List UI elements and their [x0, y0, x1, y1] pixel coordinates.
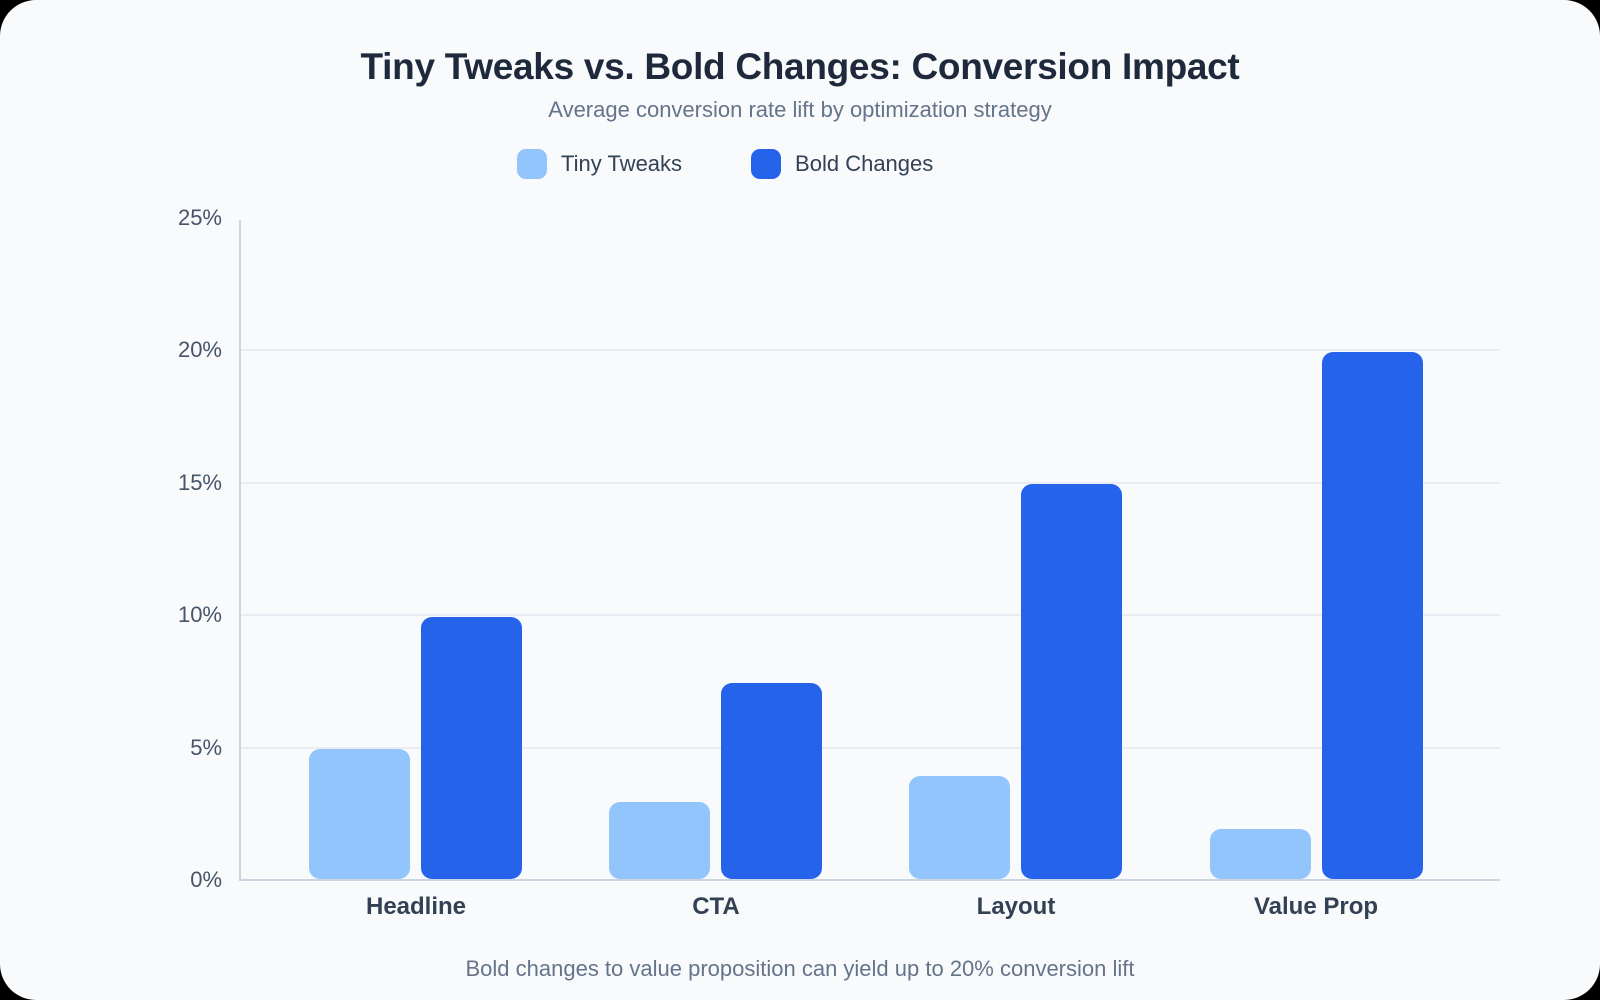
legend: Tiny Tweaks Bold Changes — [517, 149, 933, 179]
bar-tiny-tweaks-layout — [909, 776, 1010, 879]
chart-subtitle: Average conversion rate lift by optimiza… — [548, 97, 1052, 122]
y-tick-label-25pct: 25% — [177, 205, 222, 230]
legend-item-bold-changes: Bold Changes — [751, 149, 933, 179]
bar-bold-changes-value-prop — [1322, 352, 1423, 879]
chart-footnote: Bold changes to value proposition can yi… — [465, 956, 1135, 981]
y-axis-line — [239, 220, 241, 881]
legend-label-tiny-tweaks: Tiny Tweaks — [561, 151, 683, 176]
bar-tiny-tweaks-headline — [309, 749, 410, 879]
legend-item-tiny-tweaks: Tiny Tweaks — [517, 149, 682, 179]
x-category-label-cta: CTA — [692, 893, 740, 920]
gridline-20pct — [241, 349, 1500, 351]
x-category-label-value-prop: Value Prop — [1253, 893, 1379, 920]
y-tick-label-20pct: 20% — [177, 337, 222, 362]
chart-title: Tiny Tweaks vs. Bold Changes: Conversion… — [360, 46, 1240, 87]
x-category-label-headline: Headline — [365, 893, 467, 920]
y-tick-label-0pct: 0% — [190, 867, 222, 892]
y-tick-label-5pct: 5% — [190, 735, 222, 760]
gridline-5pct — [241, 747, 1500, 749]
bar-bold-changes-cta — [721, 683, 822, 879]
gridline-10pct — [241, 614, 1500, 616]
bar-bold-changes-headline — [421, 617, 522, 879]
legend-swatch-bold-changes — [751, 149, 782, 179]
legend-label-bold-changes: Bold Changes — [795, 151, 934, 176]
bar-tiny-tweaks-cta — [609, 802, 710, 879]
bar-bold-changes-layout — [1021, 484, 1122, 879]
x-category-label-layout: Layout — [976, 893, 1056, 920]
gridline-15pct — [241, 482, 1500, 484]
legend-swatch-tiny-tweaks — [517, 149, 547, 179]
y-tick-label-10pct: 10% — [177, 602, 222, 627]
y-tick-label-15pct: 15% — [177, 470, 222, 495]
x-axis-line — [239, 879, 1500, 881]
bar-tiny-tweaks-value-prop — [1210, 829, 1311, 879]
